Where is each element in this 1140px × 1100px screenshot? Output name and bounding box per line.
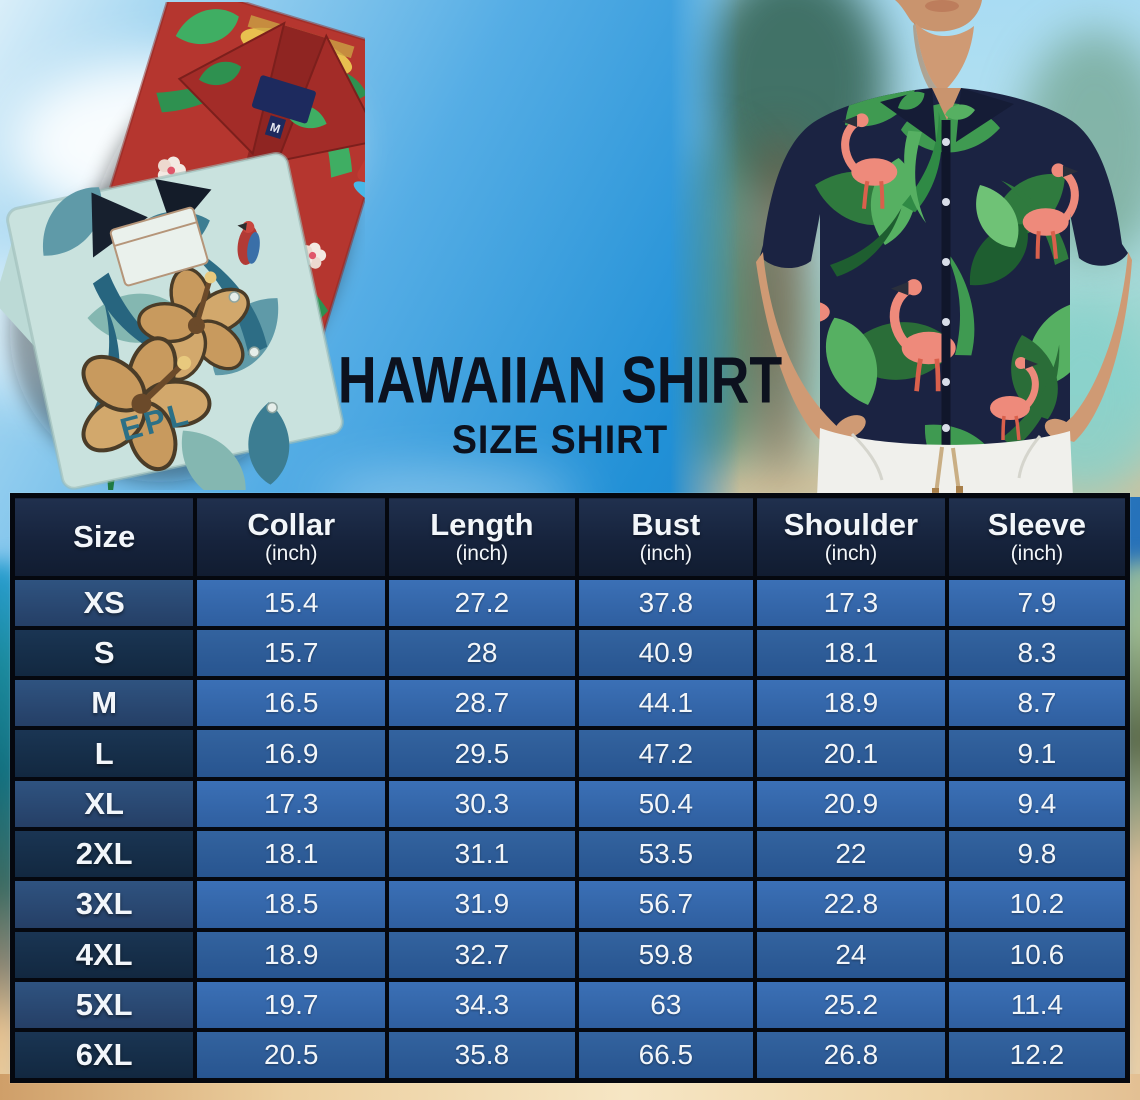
measurement-cell: 53.5: [574, 826, 758, 882]
col-header-bust: Bust (inch): [574, 493, 758, 580]
table-row: M 16.5 28.7 44.1 18.9 8.7: [10, 676, 1130, 731]
size-label-cell: 3XL: [10, 877, 198, 932]
shirt-collar: [880, 88, 1014, 142]
measurement-cell: 20.9: [753, 776, 949, 831]
title-block: HAWAIIAN SHIRT SIZE SHIRT: [290, 342, 830, 463]
measurement-cell: 8.7: [944, 676, 1130, 731]
measurement-cell: 18.5: [193, 877, 390, 932]
col-header-sleeve: Sleeve (inch): [944, 493, 1130, 580]
table-row: 2XL 18.1 31.1 53.5 22 9.8: [10, 826, 1130, 882]
table-row: XL 17.3 30.3 50.4 20.9 9.4: [10, 776, 1130, 831]
measurement-cell: 10.2: [944, 877, 1130, 932]
measurement-cell: 20.5: [193, 1028, 390, 1083]
measurement-cell: 59.8: [574, 927, 758, 982]
table-row: 3XL 18.5 31.9 56.7 22.8 10.2: [10, 877, 1130, 932]
measurement-cell: 8.3: [944, 625, 1130, 681]
folded-shirts-photo: M IN: [0, 2, 365, 490]
measurement-cell: 7.9: [944, 575, 1130, 630]
measurement-cell: 32.7: [385, 927, 579, 982]
red-shirt-collar: M: [177, 21, 365, 172]
measurement-cell: 10.6: [944, 927, 1130, 982]
measurement-cell: 50.4: [574, 776, 758, 831]
measurement-cell: 25.2: [753, 977, 949, 1033]
size-label-cell: 4XL: [10, 927, 198, 982]
measurement-cell: 26.8: [753, 1028, 949, 1083]
table-row: S 15.7 28 40.9 18.1 8.3: [10, 625, 1130, 681]
model-photo: [670, 0, 1140, 497]
col-header-size: Size: [10, 493, 198, 580]
measurement-cell: 44.1: [574, 676, 758, 731]
page-title: HAWAIIAN SHIRT: [337, 343, 783, 417]
measurement-cell: 35.8: [385, 1028, 579, 1083]
measurement-cell: 63: [574, 977, 758, 1033]
measurement-cell: 28.7: [385, 676, 579, 731]
table-row: 4XL 18.9 32.7 59.8 24 10.6: [10, 927, 1130, 982]
size-table-body: XS 15.4 27.2 37.8 17.3 7.9 S 15.7 28 40.9 18.1 8…: [10, 575, 1130, 1083]
measurement-cell: 40.9: [574, 625, 758, 681]
measurement-cell: 56.7: [574, 877, 758, 932]
measurement-cell: 18.9: [193, 927, 390, 982]
measurement-cell: 22.8: [753, 877, 949, 932]
measurement-cell: 20.1: [753, 726, 949, 781]
measurement-cell: 18.1: [753, 625, 949, 681]
size-label-cell: S: [10, 625, 198, 681]
size-label-cell: M: [10, 676, 198, 731]
measurement-cell: 15.7: [193, 625, 390, 681]
measurement-cell: 37.8: [574, 575, 758, 630]
parrot: [237, 220, 260, 265]
measurement-cell: 17.3: [193, 776, 390, 831]
page-subtitle: SIZE SHIRT: [451, 418, 669, 462]
measurement-cell: 29.5: [385, 726, 579, 781]
measurement-cell: 18.1: [193, 826, 390, 882]
measurement-cell: 31.1: [385, 826, 579, 882]
size-label-cell: 5XL: [10, 977, 198, 1033]
teal-folded-shirt: EPL: [0, 152, 344, 490]
measurement-cell: 16.5: [193, 676, 390, 731]
measurement-cell: 15.4: [193, 575, 390, 630]
size-label-cell: 6XL: [10, 1028, 198, 1083]
measurement-cell: 9.4: [944, 776, 1130, 831]
col-header-collar: Collar (inch): [193, 493, 390, 580]
table-row: XS 15.4 27.2 37.8 17.3 7.9: [10, 575, 1130, 630]
model-shirt: [760, 88, 1128, 447]
col-header-shoulder: Shoulder (inch): [753, 493, 949, 580]
measurement-cell: 16.9: [193, 726, 390, 781]
model-neck: [895, 0, 982, 93]
measurement-cell: 28: [385, 625, 579, 681]
measurement-cell: 31.9: [385, 877, 579, 932]
measurement-cell: 19.7: [193, 977, 390, 1033]
measurement-cell: 24: [753, 927, 949, 982]
model-pants: [817, 428, 1073, 497]
shirt-buttons: [942, 138, 950, 432]
measurement-cell: 12.2: [944, 1028, 1130, 1083]
measurement-cell: 47.2: [574, 726, 758, 781]
measurement-cell: 30.3: [385, 776, 579, 831]
measurement-cell: 34.3: [385, 977, 579, 1033]
collar-label: [251, 75, 316, 124]
measurement-cell: 22: [753, 826, 949, 882]
measurement-cell: 27.2: [385, 575, 579, 630]
measurement-cell: 17.3: [753, 575, 949, 630]
table-row: 6XL 20.5 35.8 66.5 26.8 12.2: [10, 1028, 1130, 1083]
col-header-length: Length (inch): [385, 493, 579, 580]
size-table: Size Collar (inch) Length (inch) Bust (inch…: [10, 493, 1130, 1083]
table-row: L 16.9 29.5 47.2 20.1 9.1: [10, 726, 1130, 781]
measurement-cell: 9.8: [944, 826, 1130, 882]
size-tag-text: M: [268, 120, 282, 136]
size-label-cell: 2XL: [10, 826, 198, 882]
model-illustration: [756, 0, 1132, 497]
table-row: 5XL 19.7 34.3 63 25.2 11.4: [10, 977, 1130, 1033]
measurement-cell: 66.5: [574, 1028, 758, 1083]
size-label-cell: XS: [10, 575, 198, 630]
table-header-row: Size Collar (inch) Length (inch) Bust (inch…: [10, 493, 1130, 580]
size-label-cell: L: [10, 726, 198, 781]
shirt-buttons: [228, 291, 278, 414]
size-label-cell: XL: [10, 776, 198, 831]
measurement-cell: 11.4: [944, 977, 1130, 1033]
measurement-cell: 18.9: [753, 676, 949, 731]
measurement-cell: 9.1: [944, 726, 1130, 781]
